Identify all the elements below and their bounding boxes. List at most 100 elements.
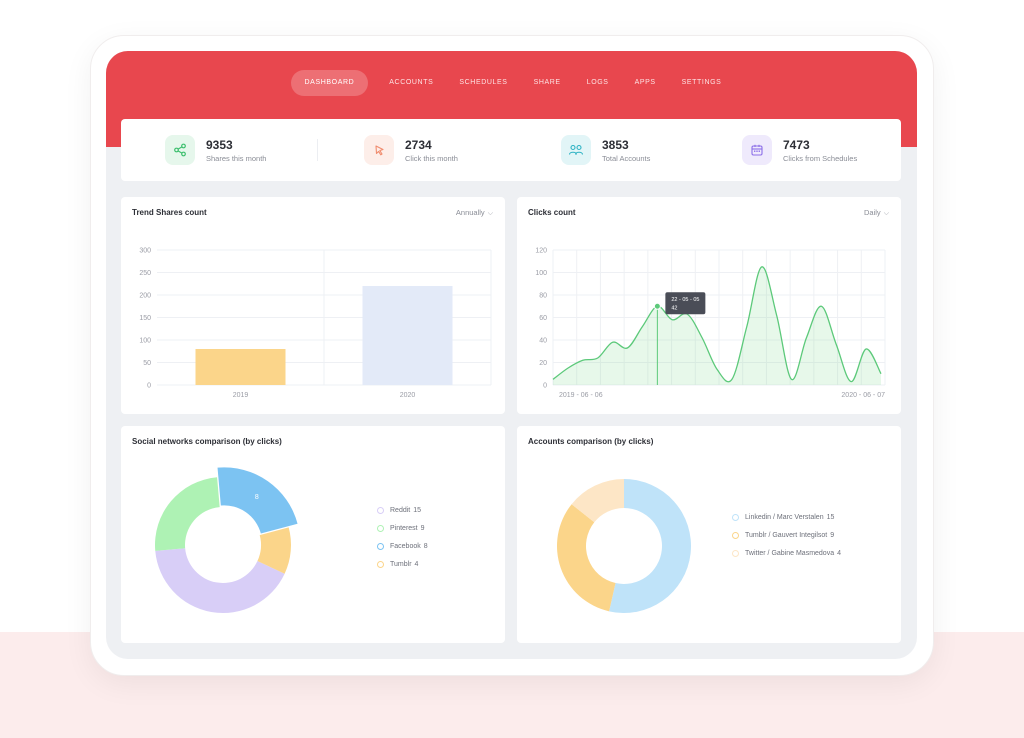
stats-divider [317, 139, 318, 161]
users-icon [561, 135, 591, 165]
y-tick-label: 0 [147, 383, 151, 390]
y-tick-label: 50 [143, 360, 151, 367]
tooltip-point [653, 302, 661, 310]
y-tick-label: 100 [139, 338, 151, 345]
stat-clicks: 2734 Click this month [364, 119, 458, 181]
legend-value: 9 [420, 524, 425, 532]
area-fill [553, 266, 881, 385]
stat-schedules: 7473 Clicks from Schedules [742, 119, 857, 181]
legend-value: 15 [826, 513, 835, 521]
accounts-legend: Linkedin / Marc Verstalen 15 Tumblr / Gauv… [732, 508, 841, 562]
legend-value: 15 [413, 506, 422, 514]
slice-reddit [155, 548, 285, 613]
y-tick-label: 20 [539, 360, 547, 367]
stat-value: 9353 [206, 137, 233, 152]
legend-item[interactable]: Facebook 8 [377, 537, 428, 555]
legend-dot-icon [732, 513, 739, 521]
legend-item[interactable]: Reddit 15 [377, 501, 428, 519]
dropdown-label: Annually [455, 208, 485, 217]
card-title: Accounts comparison (by clicks) [528, 437, 654, 446]
legend-item[interactable]: Tumblr 4 [377, 555, 428, 573]
legend-label: Twitter / Gabine Masmedova [745, 549, 835, 557]
stat-value: 3853 [602, 137, 629, 152]
stat-shares: 9353 Shares this month [165, 119, 266, 181]
legend-item[interactable]: Twitter / Gabine Masmedova 4 [732, 544, 841, 562]
stat-value: 2734 [405, 137, 432, 152]
series-line [552, 266, 882, 383]
legend-item[interactable]: Linkedin / Marc Verstalen 15 [732, 508, 841, 526]
x-tick-label: 2019 [233, 392, 249, 399]
stat-accounts: 3853 Total Accounts [561, 119, 650, 181]
stat-label: Clicks from Schedules [783, 153, 858, 163]
top-navigation: DASHBOARD ACCOUNTS SCHEDULES SHARE LOGS APPS S… [106, 69, 917, 97]
slice-tumblr [257, 527, 291, 574]
y-tick-label: 80 [539, 293, 547, 300]
accounts-comparison-card: Accounts comparison (by clicks) Linkedin… [517, 426, 901, 643]
legend-value: 9 [830, 531, 835, 539]
slice-value-label: 8 [255, 494, 259, 501]
dashboard-screen: DASHBOARD ACCOUNTS SCHEDULES SHARE LOGS APPS S… [106, 51, 917, 659]
accounts-donut-chart [557, 479, 691, 613]
period-dropdown[interactable]: Annually ⌵ [456, 208, 493, 218]
legend-label: Tumblr [390, 560, 412, 568]
share-icon [165, 135, 195, 165]
social-legend: Reddit 15 Pinterest 9 Facebook 8 Tumblr 4 [377, 501, 428, 573]
slice-pinterest [155, 477, 220, 551]
clicks-area-chart: 0 20 40 60 80 100 120 22 - 05 - 05 42 2019 - 06 -… [535, 248, 886, 399]
dropdown-label: Daily [864, 208, 881, 217]
y-tick-label: 60 [539, 315, 547, 322]
legend-label: Facebook [390, 542, 421, 550]
tooltip-box [665, 292, 706, 315]
nav-item-settings[interactable]: SETTINGS [681, 79, 722, 86]
nav-item-logs[interactable]: LOGS [586, 79, 609, 86]
period-dropdown[interactable]: Daily ⌵ [864, 208, 889, 218]
legend-dot-icon [732, 531, 739, 539]
social-networks-card: Social networks comparison (by clicks) 8… [121, 426, 505, 643]
bar-2020 [362, 286, 453, 385]
legend-dot-icon [377, 542, 384, 550]
social-donut-chart: 8 [155, 467, 298, 613]
chevron-down-icon: ⌵ [883, 210, 889, 217]
legend-value: 4 [414, 560, 419, 568]
card-title: Social networks comparison (by clicks) [132, 437, 282, 446]
nav-item-share[interactable]: SHARE [533, 79, 561, 86]
legend-dot-icon [377, 560, 384, 568]
clicks-count-card: Clicks count Daily ⌵ 0 20 40 60 80 100 120 22 - … [517, 197, 901, 414]
nav-item-schedules[interactable]: SCHEDULES [459, 79, 508, 86]
y-tick-label: 40 [539, 338, 547, 345]
stat-label: Shares this month [206, 153, 267, 163]
nav-item-accounts[interactable]: ACCOUNTS [389, 79, 434, 86]
x-tick-label: 2020 [400, 392, 416, 399]
stats-panel: 9353 Shares this month 2734 Click this m… [121, 119, 901, 181]
legend-dot-icon [377, 524, 384, 532]
card-title: Clicks count [528, 208, 576, 217]
y-tick-label: 150 [139, 315, 151, 322]
legend-label: Pinterest [390, 524, 418, 532]
trend-shares-card: Trend Shares count Annually ⌵ 0 50 100 150 20… [121, 197, 505, 414]
nav-item-apps[interactable]: APPS [634, 79, 656, 86]
legend-item[interactable]: Pinterest 9 [377, 519, 428, 537]
legend-value: 8 [423, 542, 428, 550]
x-end-label: 2020 - 06 - 07 [841, 392, 885, 399]
legend-dot-icon [377, 506, 384, 514]
legend-dot-icon [732, 549, 739, 557]
legend-label: Linkedin / Marc Verstalen [745, 513, 824, 521]
cursor-click-icon [364, 135, 394, 165]
y-tick-label: 300 [139, 248, 151, 255]
tooltip-value: 42 [671, 305, 677, 311]
slice-linkedin [609, 479, 691, 613]
tooltip-date: 22 - 05 - 05 [671, 297, 699, 303]
stat-label: Click this month [405, 153, 458, 163]
legend-item[interactable]: Tumblr / Gauvert Integilsot 9 [732, 526, 841, 544]
stat-value: 7473 [783, 137, 810, 152]
nav-item-dashboard[interactable]: DASHBOARD [290, 70, 369, 96]
card-title: Trend Shares count [132, 208, 207, 217]
legend-value: 4 [837, 549, 841, 557]
x-start-label: 2019 - 06 - 06 [559, 392, 603, 399]
y-tick-label: 250 [139, 270, 151, 277]
shares-bar-chart: 0 50 100 150 200 250 300 2019 2020 [139, 248, 492, 399]
y-tick-label: 120 [535, 248, 547, 255]
legend-label: Reddit [390, 506, 411, 514]
slice-facebook [217, 467, 298, 534]
stat-label: Total Accounts [602, 153, 651, 163]
